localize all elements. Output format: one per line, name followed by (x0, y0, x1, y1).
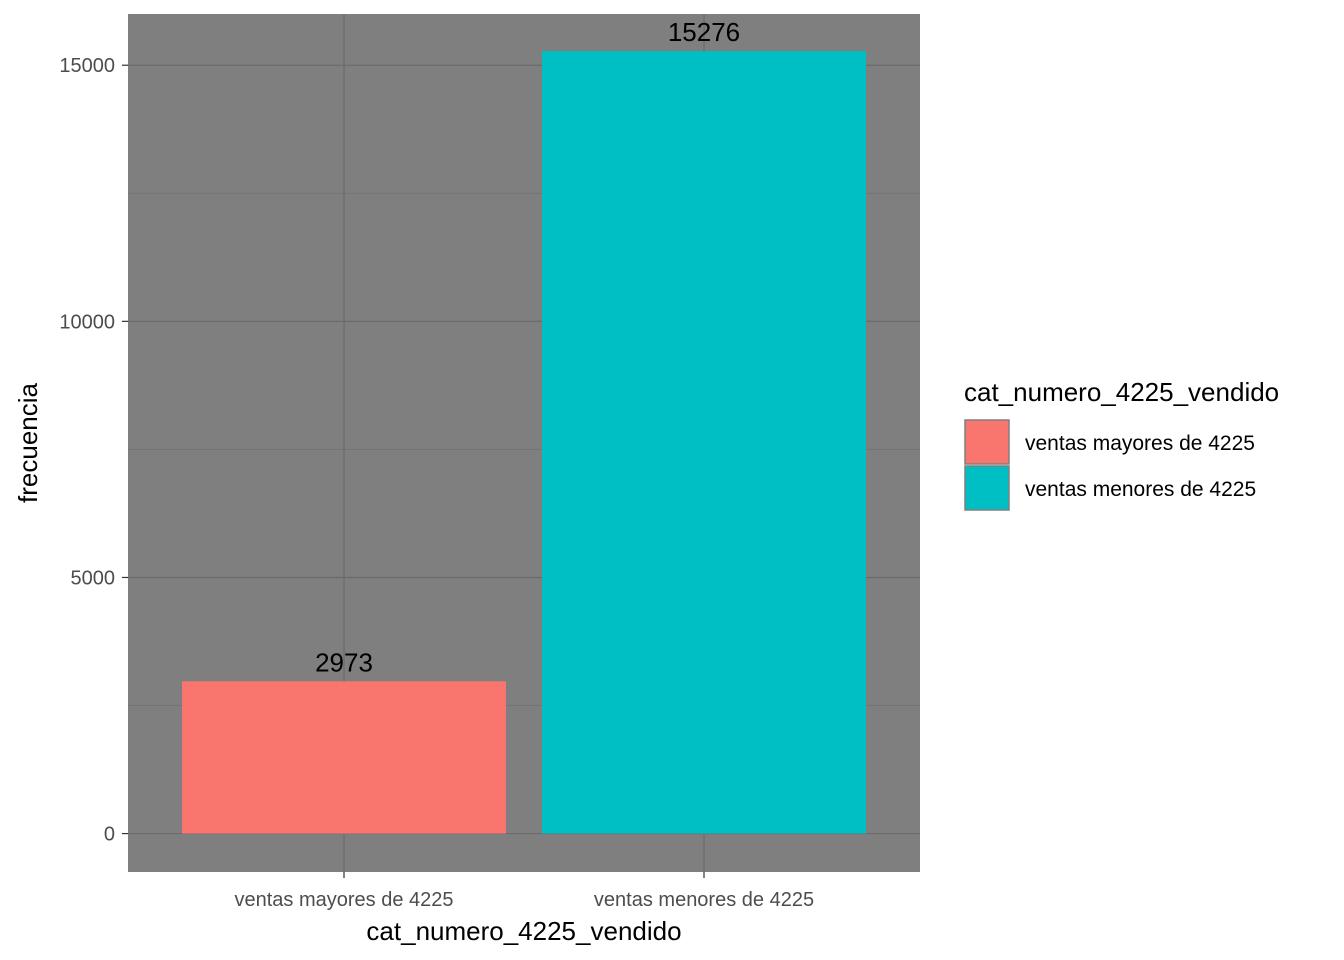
bar-2 (542, 51, 866, 834)
y-axis-title: frecuencia (13, 382, 43, 502)
data-label-1: 2973 (315, 647, 373, 677)
y-tick-label: 5000 (71, 567, 116, 589)
y-axis: 0 5000 10000 15000 (59, 55, 128, 846)
legend-key-2 (964, 465, 1010, 511)
legend: cat_numero_4225_vendido ventas mayores d… (964, 377, 1279, 511)
bar-1 (182, 681, 506, 834)
legend-key-1 (964, 419, 1010, 465)
data-label-2: 15276 (668, 17, 740, 47)
x-tick-label: ventas menores de 4225 (594, 889, 814, 911)
bars (182, 51, 866, 834)
x-tick-label: ventas mayores de 4225 (234, 889, 453, 911)
data-labels: 2973 15276 (315, 17, 740, 677)
y-tick-label: 10000 (59, 311, 115, 333)
y-tick-label: 0 (104, 824, 115, 846)
legend-label-2: ventas menores de 4225 (1025, 478, 1256, 501)
legend-title: cat_numero_4225_vendido (964, 377, 1279, 407)
y-tick-label: 15000 (59, 55, 115, 77)
legend-label-1: ventas mayores de 4225 (1025, 432, 1255, 455)
x-axis: ventas mayores de 4225 ventas menores de … (234, 872, 814, 911)
x-axis-title: cat_numero_4225_vendido (366, 916, 681, 946)
